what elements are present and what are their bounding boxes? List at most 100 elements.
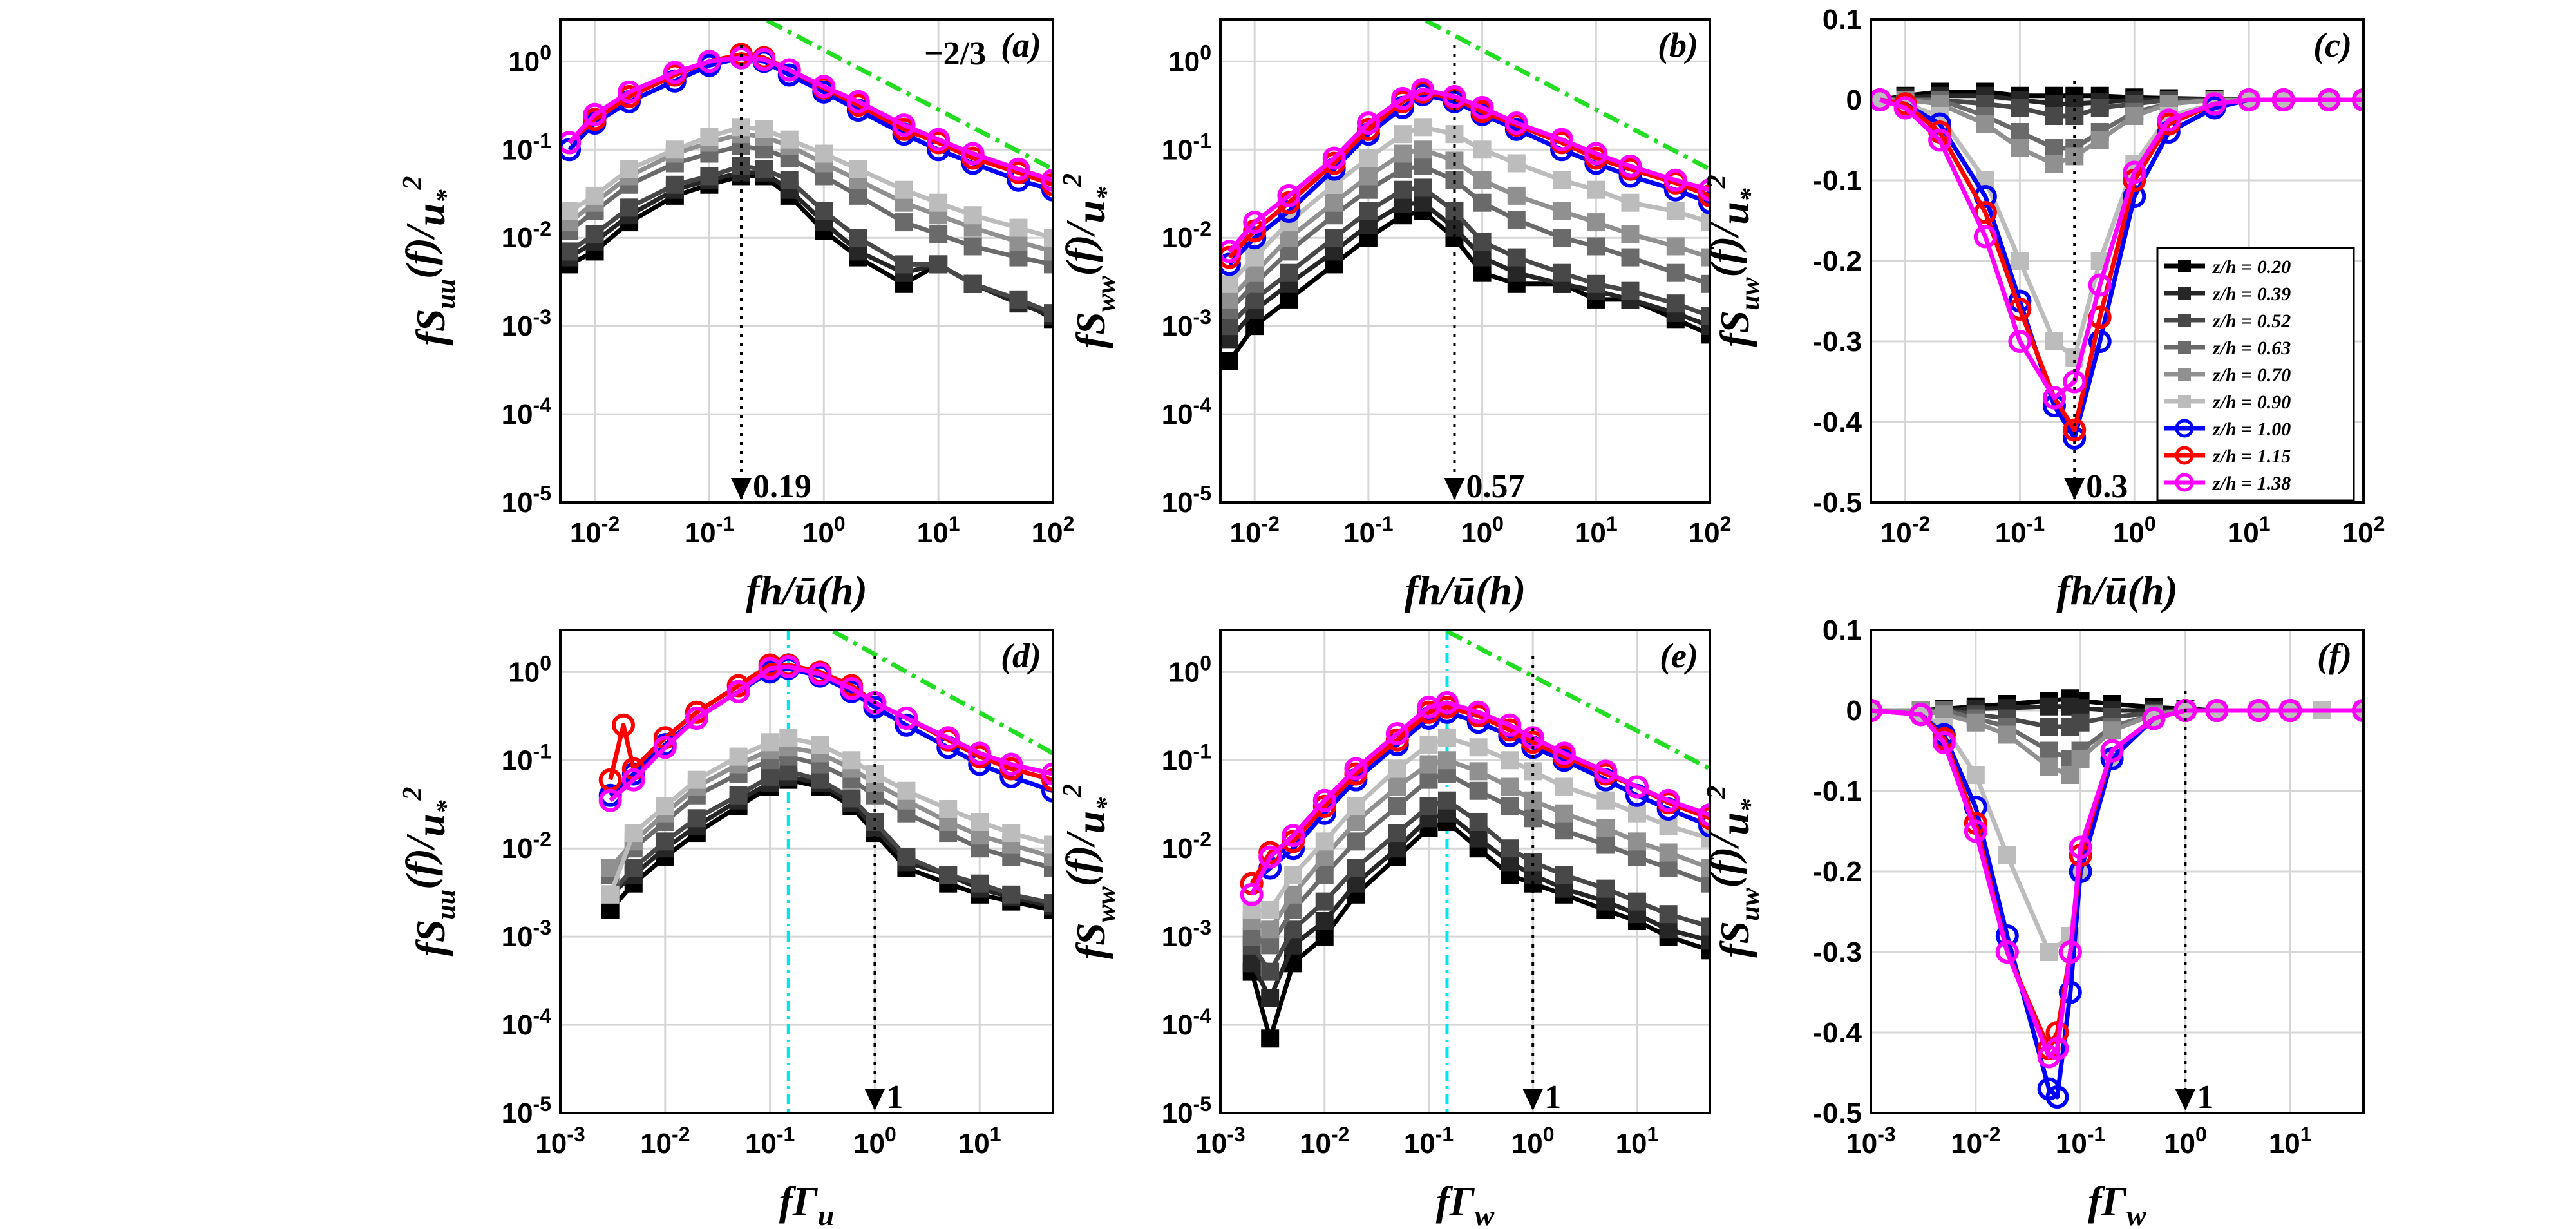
data-point: [2040, 757, 2058, 776]
data-point: [601, 859, 620, 877]
data-point: [1284, 920, 1303, 939]
data-point: [780, 130, 799, 149]
data-point: [1596, 835, 1615, 854]
data-point: [1659, 843, 1678, 862]
y-tick-label: 10-1: [1162, 739, 1211, 776]
x-tick-label: 10-3: [1846, 1123, 1895, 1159]
data-point: [1347, 832, 1365, 851]
data-point: [1995, 940, 2019, 964]
data-point: [1507, 263, 1526, 282]
data-point: [849, 186, 867, 205]
data-point: [2123, 160, 2146, 184]
data-point: [849, 229, 867, 247]
data-point: [1394, 160, 1412, 178]
data-point: [656, 797, 674, 815]
slope-line: [1446, 630, 1710, 771]
data-point: [1443, 84, 1466, 108]
data-point: [1469, 829, 1488, 848]
annotation-arrow-icon: [1444, 478, 1465, 500]
data-point: [1501, 797, 1519, 815]
data-point: [1698, 191, 1710, 214]
series-line: [1249, 819, 1710, 1041]
data-point: [2142, 707, 2166, 730]
data-point: [560, 202, 579, 220]
data-point: [1344, 757, 1368, 781]
data-point: [1044, 242, 1053, 261]
data-point: [1002, 824, 1021, 843]
data-point: [777, 58, 801, 82]
data-point: [2058, 980, 2082, 1004]
data-point: [1325, 229, 1343, 247]
data-point: [1553, 202, 1571, 220]
data-point: [1976, 115, 1994, 133]
data-point: [1466, 700, 1490, 724]
data-point: [1470, 95, 1494, 119]
data-point: [2071, 750, 2090, 768]
data-point: [2071, 713, 2090, 732]
panel-a: 10-2 10-1 100 101 102 10-5 10-4 10-3 10-2 10-1 100…: [397, 18, 1074, 613]
data-point: [1469, 762, 1488, 781]
data-point: [1701, 931, 1710, 950]
annotation-label: 0.3: [2086, 468, 2128, 505]
x-tick-label: 102: [2342, 512, 2385, 549]
data-point: [1002, 885, 1021, 904]
data-point: [812, 75, 836, 99]
data-point: [842, 789, 861, 808]
data-point: [1220, 240, 1241, 263]
legend-label: z/h = 0.20: [2212, 256, 2291, 278]
y-tick-label: -0.3: [1813, 326, 1862, 357]
data-point: [1220, 290, 1238, 309]
legend-label: z/h = 1.00: [2212, 419, 2291, 440]
data-point: [653, 736, 677, 759]
y-tick-label: 10-4: [1162, 394, 1212, 430]
data-point: [1625, 775, 1649, 799]
x-tick-label: 10-1: [745, 1123, 795, 1159]
data-point: [1555, 804, 1573, 823]
data-point: [585, 186, 604, 205]
plot-area: [598, 630, 1053, 1113]
legend-label: z/h = 0.70: [2212, 365, 2291, 386]
data-point: [1388, 824, 1406, 843]
data-point: [846, 90, 870, 113]
data-point: [1469, 781, 1488, 800]
data-point: [1312, 788, 1336, 812]
y-tick-label: 10-3: [502, 916, 551, 953]
data-point: [624, 824, 643, 843]
x-tick-label: 100: [802, 512, 846, 549]
data-point: [849, 160, 867, 178]
series-1.38: [1871, 88, 2363, 410]
data-point: [1587, 213, 1605, 232]
x-axis-label: fΓu: [779, 1178, 835, 1229]
data-point: [1261, 1029, 1280, 1048]
axes-frame: [1219, 18, 1711, 504]
series-0.70: [1242, 751, 1710, 939]
x-tick-label: 10-2: [1300, 1123, 1349, 1159]
legend-item: z/h = 0.63: [2164, 338, 2291, 359]
series-1.38: [1871, 699, 2363, 1069]
data-point: [2205, 699, 2229, 722]
x-tick-label: 10-1: [1995, 512, 2045, 549]
panel-e: 10-3 10-2 10-1 100 101 10-5 10-4 10-3 10-2 10-1 10…: [1057, 629, 1711, 1229]
data-point: [752, 48, 776, 71]
data-point: [1966, 766, 1985, 784]
y-tick-label: -0.5: [1813, 1098, 1862, 1129]
y-tick-label: -0.4: [1813, 1017, 1862, 1049]
data-point: [621, 768, 645, 792]
data-point: [1414, 118, 1432, 137]
x-tick-label: 10-2: [1951, 1123, 2000, 1159]
data-point: [777, 655, 800, 679]
data-point: [1280, 263, 1298, 282]
x-tick-label: 101: [917, 512, 960, 549]
data-point: [2058, 940, 2082, 964]
data-point: [1277, 184, 1301, 207]
data-point: [2125, 107, 2144, 125]
data-point: [963, 237, 982, 256]
data-point: [968, 741, 992, 765]
legend-label: z/h = 0.63: [2212, 338, 2291, 359]
data-point: [2352, 699, 2363, 722]
y-tick-label: 10-2: [1162, 217, 1211, 254]
axes-frame: [1870, 18, 2365, 504]
data-point: [1261, 900, 1280, 919]
data-point: [1009, 218, 1028, 237]
data-point: [732, 157, 750, 175]
